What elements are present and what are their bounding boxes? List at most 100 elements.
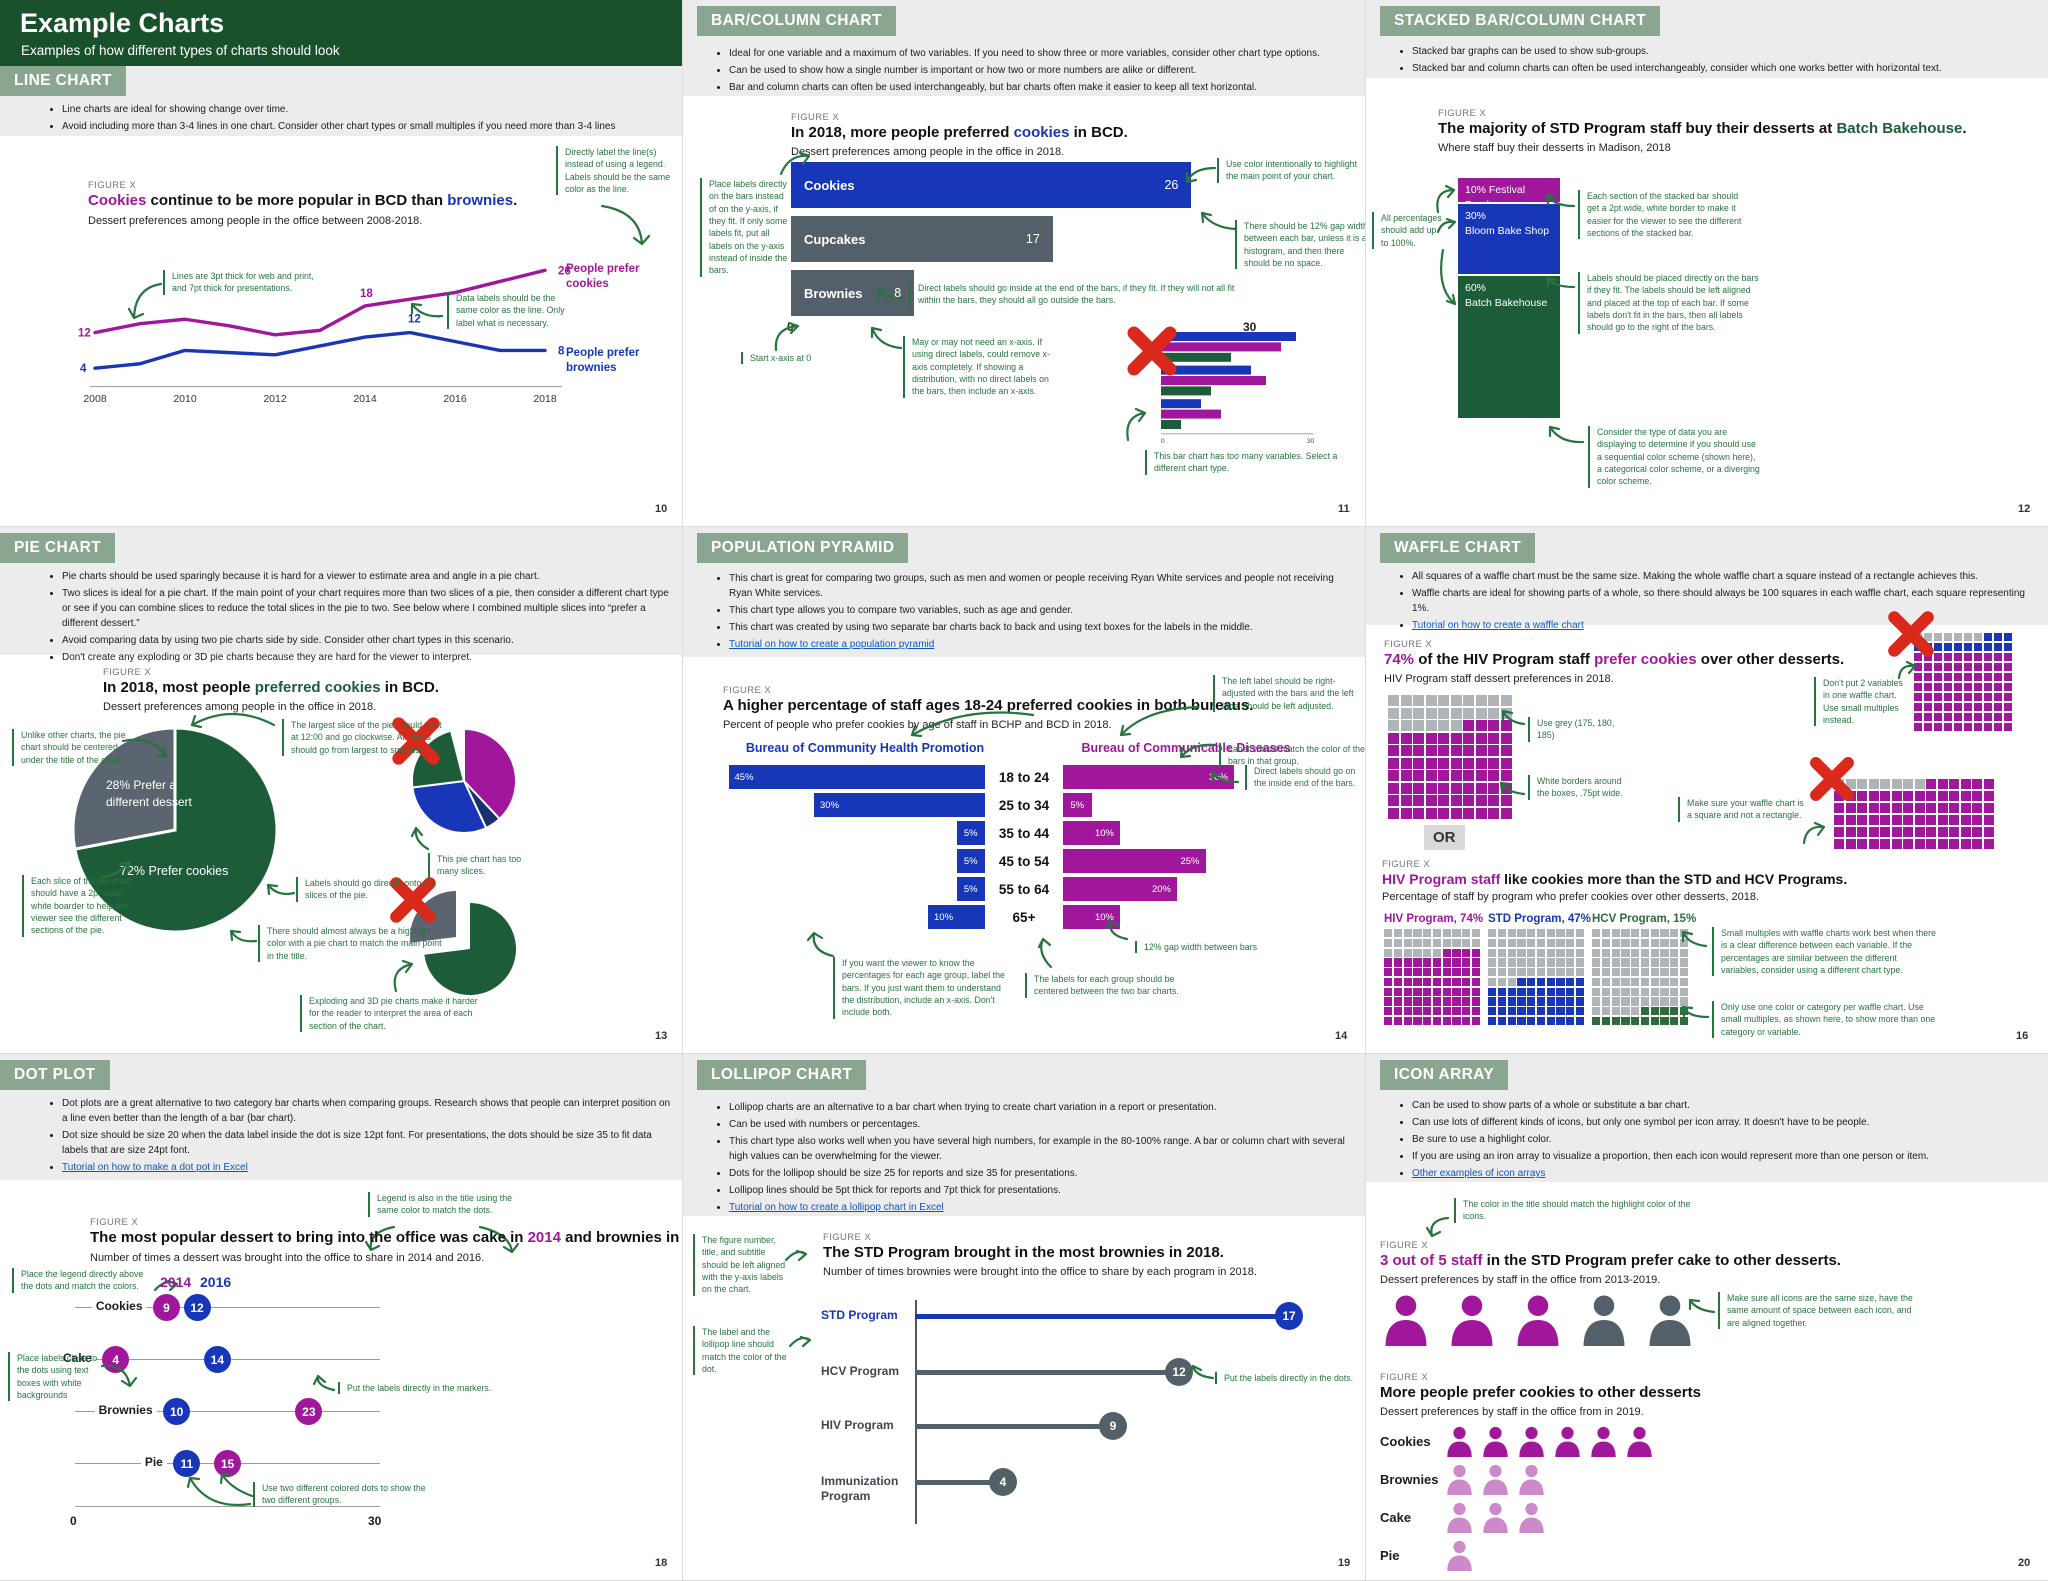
series-label-cookies: People prefer cookies xyxy=(566,263,640,290)
annotation-exploding-3d: Exploding and 3D pie charts make it hard… xyxy=(300,995,481,1032)
waffle-cell xyxy=(1670,929,1679,938)
annotation-arrow xyxy=(1688,1298,1716,1314)
section-tab-waffle-chart: WAFFLE CHART xyxy=(1380,533,1536,563)
dot-marker: 14 xyxy=(203,1346,231,1373)
annotation-highlight-color: There should almost always be a highligh… xyxy=(258,925,445,962)
waffle-cell xyxy=(1393,1007,1402,1016)
person-icon xyxy=(1519,1502,1544,1533)
waffle-cell xyxy=(1442,997,1451,1006)
waffle-cell xyxy=(1388,782,1400,794)
waffle-cell xyxy=(1621,948,1630,957)
waffle-cell xyxy=(1631,948,1640,957)
tutorial-link-dot-plot[interactable]: Tutorial on how to make a dot pot in Exc… xyxy=(62,1162,248,1173)
waffle-cell xyxy=(1463,795,1475,807)
waffle-cell xyxy=(1463,770,1475,782)
svg-text:2018: 2018 xyxy=(533,393,557,405)
lollipop-row-label: STD Program xyxy=(821,1308,898,1322)
waffle-cell xyxy=(1660,1007,1669,1016)
waffle-cell xyxy=(1432,958,1441,967)
waffle-cell xyxy=(1425,695,1437,707)
waffle-cell xyxy=(1442,1016,1451,1025)
waffle-cell xyxy=(1527,929,1536,938)
waffle-cell xyxy=(1611,1007,1620,1016)
pyramid-bar-left: 30% xyxy=(814,793,985,817)
waffle-cell xyxy=(1963,712,1973,722)
annotation-arrow xyxy=(788,1335,812,1348)
annotation-direct-label: Directly label the line(s) instead of us… xyxy=(556,146,682,196)
waffle-cell xyxy=(1679,948,1688,957)
waffle-cell xyxy=(1926,802,1937,814)
waffle-cell xyxy=(1943,682,1953,692)
waffle-cell xyxy=(1450,745,1462,757)
waffle-cell xyxy=(1983,790,1994,802)
icon-array-examples-link[interactable]: Other examples of icon arrays xyxy=(1412,1168,1546,1179)
waffle-cell xyxy=(1450,757,1462,769)
waffle-cell xyxy=(1463,745,1475,757)
waffle-cell xyxy=(2003,662,2012,672)
waffle-cell xyxy=(1914,722,1923,731)
tutorial-link-waffle[interactable]: Tutorial on how to create a waffle chart xyxy=(1412,620,1584,631)
tutorial-link-population-pyramid[interactable]: Tutorial on how to create a population p… xyxy=(729,639,935,650)
waffle-cell xyxy=(1923,633,1933,642)
waffle-cell xyxy=(1450,782,1462,794)
waffle-cell xyxy=(1463,782,1475,794)
bar-value: 17 xyxy=(1025,232,1040,246)
waffle-cell xyxy=(1575,938,1584,947)
page-number: 12 xyxy=(2018,503,2031,515)
waffle-cell xyxy=(1413,977,1422,986)
bullet-list: This chart is great for comparing two gr… xyxy=(713,569,1365,654)
waffle-cell xyxy=(1601,938,1610,947)
waffle-cell xyxy=(1631,977,1640,986)
waffle-cell xyxy=(1556,948,1565,957)
bar-label: Cookies xyxy=(804,177,855,193)
waffle-cell xyxy=(2003,633,2012,642)
waffle-cell xyxy=(1963,652,1973,662)
legend-2016: 2016 xyxy=(200,1274,232,1290)
waffle-cell xyxy=(1517,948,1526,957)
waffle-cell xyxy=(1953,642,1963,652)
pyramid-age-label: 35 to 44 xyxy=(998,825,1050,841)
waffle-cell xyxy=(1650,968,1659,977)
pyramid-age-label: 55 to 64 xyxy=(998,881,1050,897)
waffle-cell xyxy=(1857,779,1868,790)
waffle-cell xyxy=(1384,977,1393,986)
annotation-arrow xyxy=(1545,193,1576,208)
waffle-cell xyxy=(1507,929,1516,938)
waffle-cell xyxy=(1471,1016,1480,1025)
figure-subtitle: Dessert preferences among people in the … xyxy=(88,215,423,227)
icon-row-label: Cookies xyxy=(1380,1434,1431,1449)
x-tick-30: 30 xyxy=(1243,320,1257,334)
tutorial-link-lollipop[interactable]: Tutorial on how to create a lollipop cha… xyxy=(729,1202,944,1213)
waffle-cell xyxy=(1403,1007,1412,1016)
lollipop-line xyxy=(915,1479,1003,1485)
waffle-cell xyxy=(1983,826,1994,838)
bullet-list: Can be used to show parts of a whole or … xyxy=(1396,1096,2042,1183)
waffle-cell xyxy=(1983,692,1993,702)
waffle-cell xyxy=(1983,702,1993,712)
annotation-two-colors: Use two different colored dots to show t… xyxy=(253,1482,430,1507)
waffle-cell xyxy=(1442,987,1451,996)
waffle-cell xyxy=(1973,702,1983,712)
waffle-cell xyxy=(1488,720,1500,732)
waffle-cell xyxy=(1660,977,1669,986)
waffle-cell xyxy=(1914,838,1925,849)
annotation-arrow xyxy=(312,1374,336,1392)
waffle-cell xyxy=(1556,958,1565,967)
waffle-cell xyxy=(1640,987,1649,996)
waffle-cell xyxy=(1497,1007,1506,1016)
annotation-arrow xyxy=(1545,276,1576,289)
waffle-cell xyxy=(1592,948,1601,957)
waffle-cell xyxy=(1471,987,1480,996)
svg-text:30: 30 xyxy=(1307,438,1315,445)
waffle-cell xyxy=(1943,712,1953,722)
dot-plot-row-label: Brownies xyxy=(94,1403,157,1417)
icon-row-cake xyxy=(1444,1502,1547,1533)
waffle-cell xyxy=(1973,692,1983,702)
waffle-cell xyxy=(1973,633,1983,642)
waffle-cell xyxy=(1497,929,1506,938)
waffle-cell xyxy=(1425,707,1437,719)
waffle-cell xyxy=(1880,826,1891,838)
waffle-cell xyxy=(1621,938,1630,947)
waffle-cell xyxy=(1566,958,1575,967)
waffle-cell xyxy=(1536,929,1545,938)
